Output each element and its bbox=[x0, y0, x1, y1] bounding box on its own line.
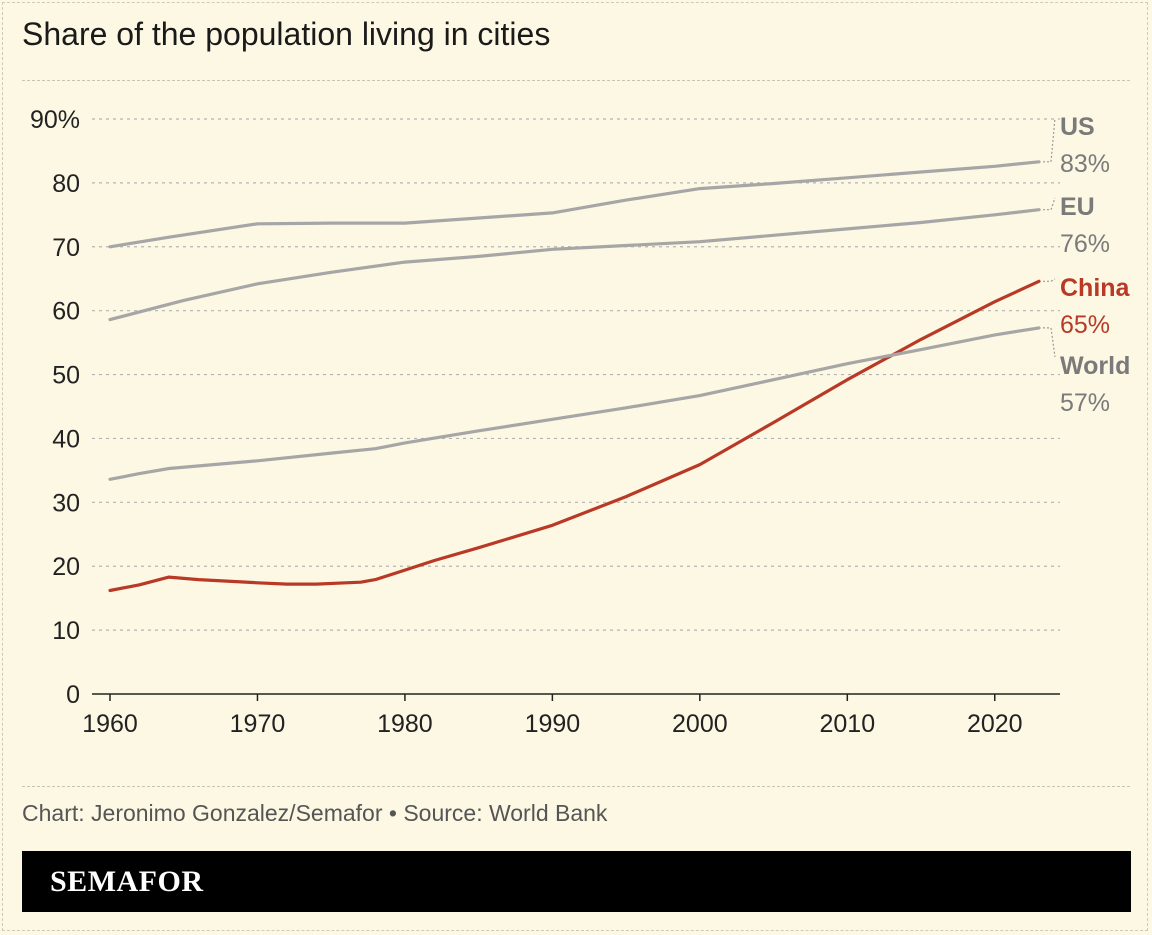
series-value-us: 83% bbox=[1060, 150, 1110, 178]
x-tick-label: 2010 bbox=[819, 710, 875, 738]
chart-credit: Chart: Jeronimo Gonzalez/Semafor • Sourc… bbox=[22, 800, 608, 826]
series-label-china: China bbox=[1060, 274, 1131, 302]
y-tick-label: 0 bbox=[66, 681, 80, 709]
series-line-china bbox=[108, 279, 1041, 593]
footer-divider bbox=[22, 786, 1130, 787]
y-tick-label: 10 bbox=[52, 617, 80, 645]
x-tick-label: 1990 bbox=[525, 710, 581, 738]
x-tick-label: 1980 bbox=[377, 710, 433, 738]
series-value-eu: 76% bbox=[1060, 230, 1110, 258]
y-tick-label: 40 bbox=[52, 425, 80, 453]
y-tick-label: 90% bbox=[30, 106, 80, 134]
series-line-world bbox=[108, 326, 1041, 481]
brand-bar: SEMAFOR bbox=[22, 851, 1131, 912]
y-tick-label: 20 bbox=[52, 553, 80, 581]
series-value-china: 65% bbox=[1060, 311, 1110, 339]
y-tick-label: 50 bbox=[52, 362, 80, 390]
x-tick-label: 2020 bbox=[967, 710, 1023, 738]
series-line-us bbox=[108, 160, 1041, 249]
series-label-world: World bbox=[1060, 352, 1130, 380]
leader-line bbox=[1043, 197, 1056, 211]
brand-logo: SEMAFOR bbox=[50, 865, 204, 898]
y-tick-label: 80 bbox=[52, 170, 80, 198]
x-tick-label: 1960 bbox=[82, 710, 138, 738]
x-tick-label: 2000 bbox=[672, 710, 728, 738]
y-tick-label: 60 bbox=[52, 298, 80, 326]
series-label-eu: EU bbox=[1060, 193, 1095, 221]
title-divider bbox=[22, 80, 1130, 81]
y-tick-label: 30 bbox=[52, 489, 80, 517]
x-tick-label: 1970 bbox=[230, 710, 286, 738]
leader-line bbox=[1043, 327, 1056, 358]
y-tick-label: 70 bbox=[52, 234, 80, 262]
chart-title: Share of the population living in cities bbox=[22, 16, 551, 52]
series-line-eu bbox=[108, 208, 1041, 322]
leader-line bbox=[1043, 117, 1056, 163]
line-chart: 0 10 20 30 40 50 60 70 80 90% 1960 1970 1980 1990 2000… bbox=[30, 106, 1131, 738]
series-value-world: 57% bbox=[1060, 389, 1110, 417]
series-label-us: US bbox=[1060, 113, 1095, 141]
leader-line bbox=[1043, 278, 1056, 282]
